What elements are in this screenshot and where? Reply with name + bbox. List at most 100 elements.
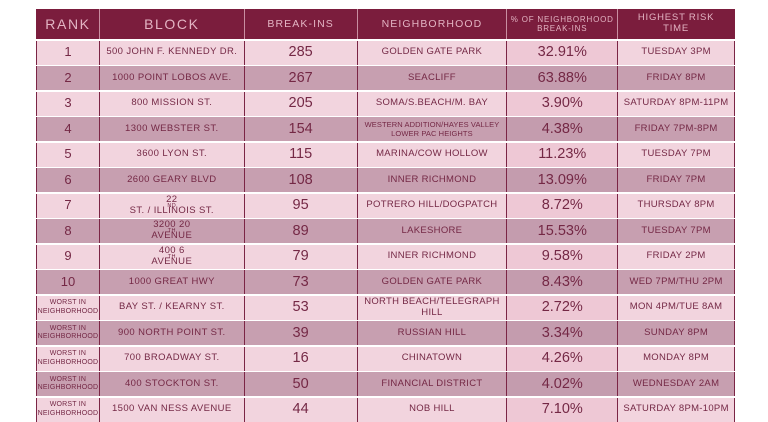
cell-neighborhood: MARINA/COW HOLLOW — [357, 142, 508, 167]
cell-pct: 32.91% — [507, 40, 619, 65]
cell-block: 900 NORTH POINT ST. — [99, 321, 245, 345]
cell-rank: WORST IN NEIGHBORHOOD — [37, 397, 100, 422]
cell-rank: WORST IN NEIGHBORHOOD — [37, 295, 100, 320]
column-header-time: HIGHEST RISK TIME — [618, 9, 735, 39]
cell-neighborhood: INNER RICHMOND — [357, 244, 508, 269]
column-header-rank: RANK — [37, 9, 100, 39]
cell-block: 22 ND ST. / ILLINOIS ST. — [99, 193, 245, 218]
cell-neighborhood: GOLDEN GATE PARK — [357, 270, 508, 294]
cell-block: 1000 GREAT HWY — [99, 270, 245, 294]
cell-time: TUESDAY 3PM — [618, 40, 735, 65]
cell-breakins: 115 — [244, 142, 358, 167]
table-header-row: RANK BLOCK BREAK-INS NEIGHBORHOOD% OF NEIGH… — [36, 9, 735, 39]
cell-time: FRIDAY 2PM — [618, 244, 735, 269]
cell-neighborhood: LAKESHORE — [357, 219, 508, 243]
cell-time: WEDNESDAY 2AM — [618, 372, 735, 396]
table-row: 9 400 6 TH AVENUE 79 INNER RICHMOND 9.58% FRID… — [36, 244, 735, 269]
column-header-neighborhood: NEIGHBORHOOD — [358, 9, 508, 39]
cell-block: 1500 VAN NESS AVENUE — [99, 397, 245, 422]
cell-time: TUESDAY 7PM — [618, 142, 735, 167]
cell-breakins: 44 — [244, 397, 358, 422]
cell-time: WED 7PM/THU 2PM — [618, 270, 735, 294]
cell-neighborhood: NOB HILL — [357, 397, 508, 422]
table-row: 5 3600 LYON ST. 115 MARINA/COW HOLLOW 11.23%… — [36, 142, 735, 167]
cell-rank: 7 — [37, 193, 100, 218]
cell-pct: 4.26% — [507, 346, 619, 371]
cell-rank: 4 — [37, 117, 100, 141]
cell-rank: 5 — [37, 142, 100, 167]
cell-pct: 3.90% — [507, 91, 619, 116]
cell-rank: 1 — [37, 40, 100, 65]
cell-breakins: 267 — [244, 66, 358, 90]
cell-breakins: 108 — [244, 168, 358, 192]
table-row: WORST IN NEIGHBORHOOD 400 STOCKTON ST. 50 FI… — [36, 372, 735, 396]
cell-neighborhood: INNER RICHMOND — [357, 168, 508, 192]
cell-time: FRIDAY 8PM — [618, 66, 735, 90]
cell-pct: 3.34% — [507, 321, 619, 345]
cell-rank: 2 — [37, 66, 100, 90]
cell-pct: 13.09% — [507, 168, 619, 192]
cell-pct: 8.43% — [507, 270, 619, 294]
cell-neighborhood: WESTERN ADDITION/HAYES VALLEY LOWER PAC H… — [357, 117, 508, 141]
table-row: 4 1300 WEBSTER ST. 154 WESTERN ADDITION/HAY… — [36, 117, 735, 141]
cell-rank: WORST IN NEIGHBORHOOD — [37, 346, 100, 371]
cell-time: MONDAY 8PM — [618, 346, 735, 371]
cell-breakins: 53 — [244, 295, 358, 320]
table-row: 8 3200 20 TH AVENUE 89 LAKESHORE 15.53% TUESDA… — [36, 219, 735, 243]
cell-block: BAY ST. / KEARNY ST. — [99, 295, 245, 320]
cell-time: SATURDAY 8PM-10PM — [618, 397, 735, 422]
cell-neighborhood: NORTH BEACH/TELEGRAPH HILL — [357, 295, 508, 320]
cell-pct: 15.53% — [507, 219, 619, 243]
table-row: 1 500 JOHN F. KENNEDY DR. 285 GOLDEN GATE P… — [36, 40, 735, 65]
cell-block: 3200 20 TH AVENUE — [99, 219, 245, 243]
cell-rank: WORST IN NEIGHBORHOOD — [37, 372, 100, 396]
cell-neighborhood: CHINATOWN — [357, 346, 508, 371]
table-row: 2 1000 POINT LOBOS AVE. 267 SEACLIFF 63.88% F… — [36, 66, 735, 90]
cell-rank: 3 — [37, 91, 100, 116]
cell-pct: 63.88% — [507, 66, 619, 90]
cell-breakins: 73 — [244, 270, 358, 294]
cell-rank: 8 — [37, 219, 100, 243]
table-row: WORST IN NEIGHBORHOOD 900 NORTH POINT ST. 3… — [36, 321, 735, 345]
cell-neighborhood: SOMA/S.BEACH/M. BAY — [357, 91, 508, 116]
cell-block: 700 BROADWAY ST. — [99, 346, 245, 371]
cell-block: 400 STOCKTON ST. — [99, 372, 245, 396]
cell-breakins: 285 — [244, 40, 358, 65]
cell-rank: 9 — [37, 244, 100, 269]
cell-breakins: 39 — [244, 321, 358, 345]
cell-breakins: 16 — [244, 346, 358, 371]
cell-breakins: 205 — [244, 91, 358, 116]
cell-breakins: 89 — [244, 219, 358, 243]
cell-pct: 11.23% — [507, 142, 619, 167]
cell-time: FRIDAY 7PM-8PM — [618, 117, 735, 141]
table-row: WORST IN NEIGHBORHOOD BAY ST. / KEARNY ST.… — [36, 295, 735, 320]
column-header-pct: % OF NEIGHBORHOOD BREAK-INS — [507, 9, 619, 39]
cell-breakins: 95 — [244, 193, 358, 218]
cell-rank: 10 — [37, 270, 100, 294]
cell-block: 800 MISSION ST. — [99, 91, 245, 116]
cell-pct: 4.02% — [507, 372, 619, 396]
cell-block: 3600 LYON ST. — [99, 142, 245, 167]
table-row: 6 2600 GEARY BLVD 108 INNER RICHMOND 13.09% F… — [36, 168, 735, 192]
cell-breakins: 50 — [244, 372, 358, 396]
cell-block: 2600 GEARY BLVD — [99, 168, 245, 192]
cell-block: 1000 POINT LOBOS AVE. — [99, 66, 245, 90]
cell-neighborhood: GOLDEN GATE PARK — [357, 40, 508, 65]
cell-neighborhood: SEACLIFF — [357, 66, 508, 90]
cell-breakins: 154 — [244, 117, 358, 141]
cell-neighborhood: RUSSIAN HILL — [357, 321, 508, 345]
cell-rank: WORST IN NEIGHBORHOOD — [37, 321, 100, 345]
cell-pct: 2.72% — [507, 295, 619, 320]
cell-block: 500 JOHN F. KENNEDY DR. — [99, 40, 245, 65]
cell-block: 400 6 TH AVENUE — [99, 244, 245, 269]
cell-pct: 9.58% — [507, 244, 619, 269]
cell-time: TUESDAY 7PM — [618, 219, 735, 243]
cell-neighborhood: FINANCIAL DISTRICT — [357, 372, 508, 396]
column-header-breakins: BREAK-INS — [245, 9, 358, 39]
cell-neighborhood: POTRERO HILL/DOGPATCH — [357, 193, 508, 218]
cell-block: 1300 WEBSTER ST. — [99, 117, 245, 141]
cell-pct: 7.10% — [507, 397, 619, 422]
cell-time: THURSDAY 8PM — [618, 193, 735, 218]
table-row: 10 1000 GREAT HWY 73 GOLDEN GATE PARK 8.43% W… — [36, 270, 735, 294]
cell-pct: 8.72% — [507, 193, 619, 218]
